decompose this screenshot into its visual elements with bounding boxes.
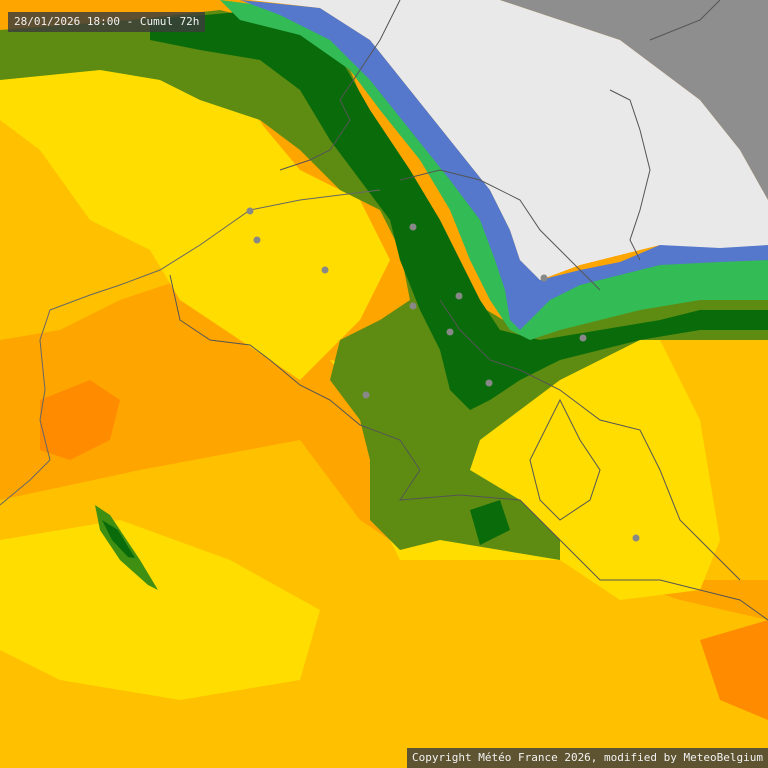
- precip-zone-dark-orange: [40, 380, 120, 460]
- border-belgium-netherlands: [279, 0, 401, 171]
- precip-zone-dark-green-2: [470, 500, 510, 545]
- city-marker: [253, 236, 261, 244]
- precip-zone-dark-orange-2: [700, 620, 768, 720]
- city-marker: [485, 379, 493, 387]
- precip-zone-light-green: [220, 0, 768, 340]
- timestamp-label: 28/01/2026 18:00 - Cumul 72h: [8, 12, 206, 32]
- precip-zone-yellow: [0, 40, 390, 380]
- border-northeast: [649, 0, 721, 41]
- city-marker: [246, 207, 254, 215]
- precip-zone-olive-green: [0, 10, 768, 560]
- border-germany-east: [609, 89, 651, 261]
- copyright-label: Copyright Météo France 2026, modified by…: [407, 748, 768, 768]
- border-netherlands-germany: [399, 169, 601, 291]
- nodata-region-light: [250, 0, 768, 280]
- border-france-belgium: [169, 274, 768, 621]
- precip-zone-dark-green: [150, 10, 768, 410]
- city-marker: [409, 223, 417, 231]
- precip-streak-dark-green: [102, 520, 135, 558]
- city-marker: [632, 534, 640, 542]
- city-marker: [455, 292, 463, 300]
- border-luxembourg: [529, 398, 601, 521]
- city-marker: [362, 391, 370, 399]
- city-marker: [446, 328, 454, 336]
- precip-zone-yellow-3: [0, 520, 320, 700]
- city-marker: [321, 266, 329, 274]
- border-belgium-germany: [439, 299, 741, 581]
- coastline: [0, 189, 381, 506]
- city-marker: [409, 302, 417, 310]
- city-marker: [579, 334, 587, 342]
- nodata-region-dark: [500, 0, 768, 200]
- precip-zone-blue: [240, 0, 768, 330]
- city-marker: [540, 274, 548, 282]
